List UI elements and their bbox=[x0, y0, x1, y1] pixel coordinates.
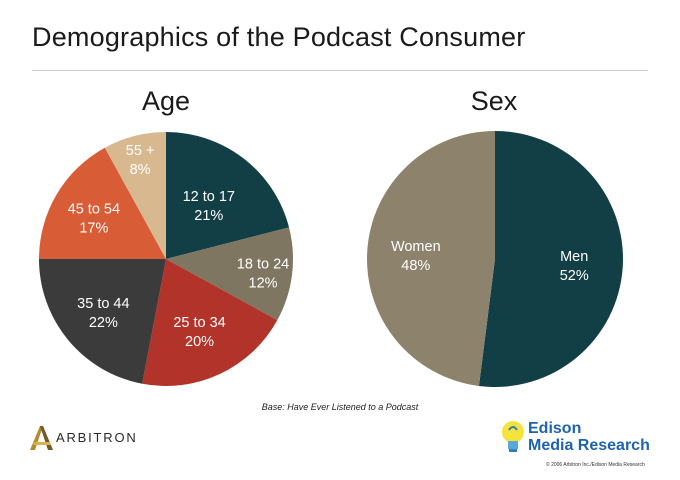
slice-value-men: 52% bbox=[560, 268, 589, 284]
slice-label-women: Women bbox=[391, 239, 441, 255]
copyright-note: © 2006 Arbitron Inc./Edison Media Resear… bbox=[546, 462, 645, 468]
pie-slice-men bbox=[478, 131, 623, 387]
age-chart-title: Age bbox=[141, 86, 191, 116]
pie-slice-55 bbox=[104, 132, 166, 259]
pie-slice-35-to-44 bbox=[39, 259, 166, 384]
slice-value-women: 48% bbox=[401, 258, 430, 274]
lightbulb-icon bbox=[502, 421, 524, 452]
slice-value-55: 8% bbox=[130, 162, 151, 178]
slide-title: Demographics of the Podcast Consumer bbox=[32, 22, 526, 52]
slice-label-12-to-17: 12 to 17 bbox=[183, 189, 235, 205]
sex-chart-title: Sex bbox=[470, 86, 518, 116]
edison-name-line1: Edison bbox=[528, 420, 582, 437]
pie-slice-18-to-24 bbox=[166, 227, 293, 321]
slice-label-25-to-34: 25 to 34 bbox=[173, 315, 225, 331]
pie-slice-women bbox=[366, 131, 495, 386]
slice-label-men: Men bbox=[560, 249, 588, 265]
slice-value-25-to-34: 20% bbox=[185, 334, 214, 350]
pie-slice-12-to-17 bbox=[166, 132, 290, 259]
edison-name-line2: Media Research bbox=[528, 437, 650, 454]
sex-pie-chart: Men 52% Women 48% bbox=[366, 131, 623, 387]
slice-label-55: 55 + bbox=[126, 143, 155, 159]
arbitron-wordmark: ARBITRON bbox=[56, 429, 138, 445]
age-pie-chart: 12 to 17 21% 18 to 24 12% 25 to 34 20% 35 to 4… bbox=[39, 132, 293, 386]
slice-label-45-to-54: 45 to 54 bbox=[68, 201, 120, 217]
base-footnote: Base: Have Ever Listened to a Podcast bbox=[261, 402, 419, 412]
slice-value-12-to-17: 21% bbox=[194, 208, 223, 224]
slice-label-35-to-44: 35 to 44 bbox=[77, 296, 129, 312]
slice-value-18-to-24: 12% bbox=[249, 275, 278, 291]
title-divider bbox=[32, 70, 648, 71]
pie-slice-25-to-34 bbox=[142, 259, 278, 386]
arbitron-mark-icon bbox=[30, 426, 53, 450]
arbitron-logo: ARBITRON bbox=[28, 420, 138, 454]
pie-slice-45-to-54 bbox=[39, 147, 166, 259]
edison-logo: Edison Media Research © 2006 Arbitron In… bbox=[498, 418, 658, 468]
slice-label-18-to-24: 18 to 24 bbox=[237, 256, 289, 272]
slice-value-45-to-54: 17% bbox=[79, 220, 108, 236]
slice-value-35-to-44: 22% bbox=[89, 315, 118, 331]
